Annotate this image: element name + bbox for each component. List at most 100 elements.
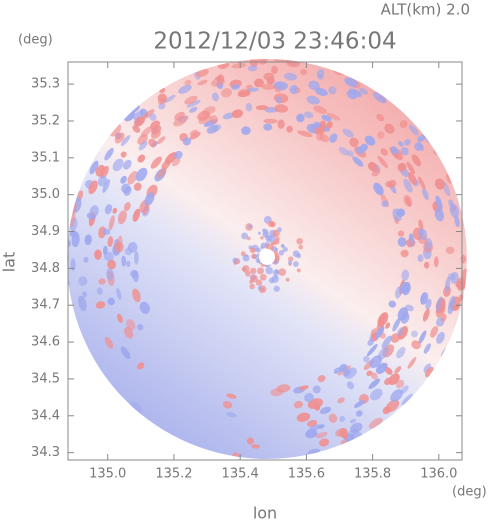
clutter [107,259,116,270]
clutter [347,150,354,157]
clutter [104,336,114,349]
clutter [144,192,155,207]
clutter [255,279,263,286]
clutter [67,239,71,248]
clutter [132,288,141,303]
clutter [248,224,253,229]
clutter [157,167,167,179]
clutter [247,65,258,72]
clutter [388,300,397,308]
clutter [401,269,410,281]
x-axis-label: lon [253,504,277,522]
clutter [184,95,198,105]
y-tick-label: 34.4 [31,408,60,423]
clutter [137,323,144,331]
clutter [123,326,134,339]
clutter [89,160,99,175]
clutter [403,178,413,193]
clutter [261,287,265,292]
x-tick-label: 135.8 [354,467,391,482]
clutter [134,250,139,265]
x-tick-label: 135.6 [288,467,325,482]
clutter [271,65,278,75]
clutter [296,412,311,422]
clutter [231,109,244,119]
clutter [86,212,96,220]
clutter [277,119,285,129]
plot-frame [67,61,463,461]
clutter [364,135,376,146]
clutter [232,257,238,263]
clutter [370,372,378,380]
clutter [174,150,183,160]
clutter [445,246,455,255]
clutter [303,111,314,119]
clutter [121,255,126,267]
clutter [257,285,263,291]
clutter [423,363,432,373]
clutter [150,120,160,130]
clutter [287,256,294,262]
x-tick-label: 136.0 [420,467,457,482]
clutter [417,142,425,151]
clutter [354,400,365,408]
clutter [225,412,237,418]
clutter [135,167,148,182]
clutter [255,105,269,111]
clutter [408,233,415,247]
clutter [231,84,240,90]
x-tick-label: 135.0 [89,467,126,482]
clutter [344,367,357,379]
clutter [186,99,201,108]
clutter [385,322,391,329]
clutter [300,69,308,76]
clutter [395,379,405,389]
clutter [136,362,145,370]
clutter [120,175,127,184]
clutter [350,418,357,424]
clutter [418,228,425,236]
clutter [98,278,106,285]
clutter [82,291,88,298]
clutter [116,235,123,250]
clutter [369,388,383,401]
clutter [346,381,355,390]
clutter [352,156,364,167]
clutter [387,179,397,188]
clutter [198,115,212,125]
clutter [112,158,124,172]
clutter [460,254,466,264]
clutter [251,253,257,259]
clutter [296,237,303,245]
clutter [120,135,131,147]
clutter [337,397,345,404]
clutter [411,330,418,338]
clutter [156,136,166,145]
clutter [422,188,429,201]
clutter [344,77,358,88]
clutter [384,377,392,386]
clutter [350,422,363,434]
clutter [400,385,409,394]
y-tick-label: 34.3 [31,445,60,460]
clutter [407,357,417,369]
clutter [444,276,451,293]
x-tick-label: 135.4 [222,467,259,482]
clutter [349,137,359,147]
clutter [407,172,417,185]
clutter [447,300,455,315]
clutter [241,267,247,272]
clutter [197,79,208,86]
clutter [78,276,88,286]
clutter [182,137,192,146]
clutter [312,385,321,394]
clutter [319,406,332,415]
clutter [172,158,181,167]
clutter [381,335,392,349]
clutter [249,267,257,275]
clutter [408,124,419,136]
clutter [363,355,370,363]
clutter [422,308,430,322]
clutter [178,84,192,94]
clutter [262,229,269,235]
